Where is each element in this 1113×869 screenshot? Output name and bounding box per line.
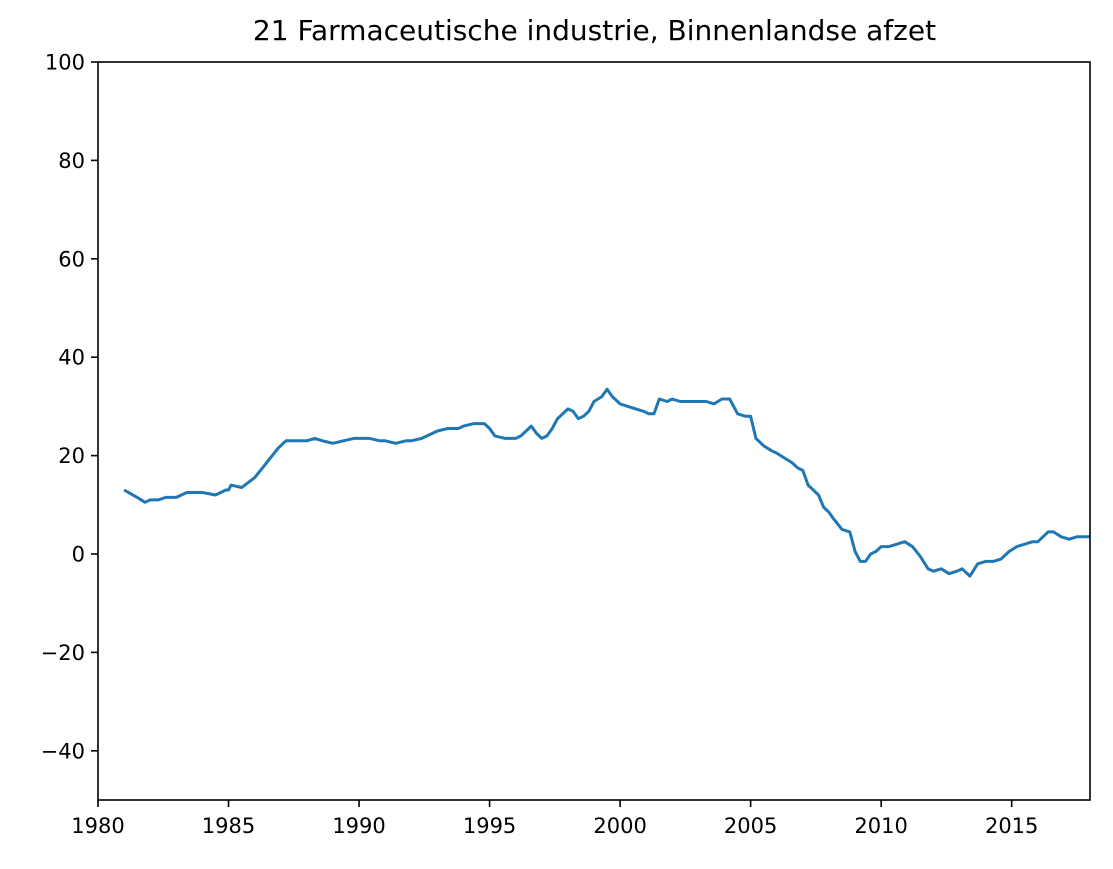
series-line-0 — [123, 387, 1090, 578]
y-tick-label: −20 — [41, 641, 85, 665]
y-tick-label: 20 — [58, 444, 85, 468]
x-tick-label: 2000 — [593, 814, 646, 838]
y-tick-label: −40 — [41, 739, 85, 763]
x-tick-label: 2005 — [724, 814, 777, 838]
y-tick-label: 40 — [58, 346, 85, 370]
x-tick-label: 1995 — [463, 814, 516, 838]
y-tick-label: 60 — [58, 247, 85, 271]
x-tick-label: 2015 — [985, 814, 1038, 838]
y-tick-label: 100 — [45, 51, 85, 75]
x-tick-label: 1980 — [71, 814, 124, 838]
y-tick-label: 80 — [58, 149, 85, 173]
x-tick-label: 1990 — [332, 814, 385, 838]
plot-frame — [97, 61, 1091, 801]
chart-title: 21 Farmaceutische industrie, Binnenlands… — [252, 14, 937, 47]
x-tick-label: 2010 — [854, 814, 907, 838]
y-tick-label: 0 — [72, 543, 85, 567]
x-tick-label: 1985 — [202, 814, 255, 838]
